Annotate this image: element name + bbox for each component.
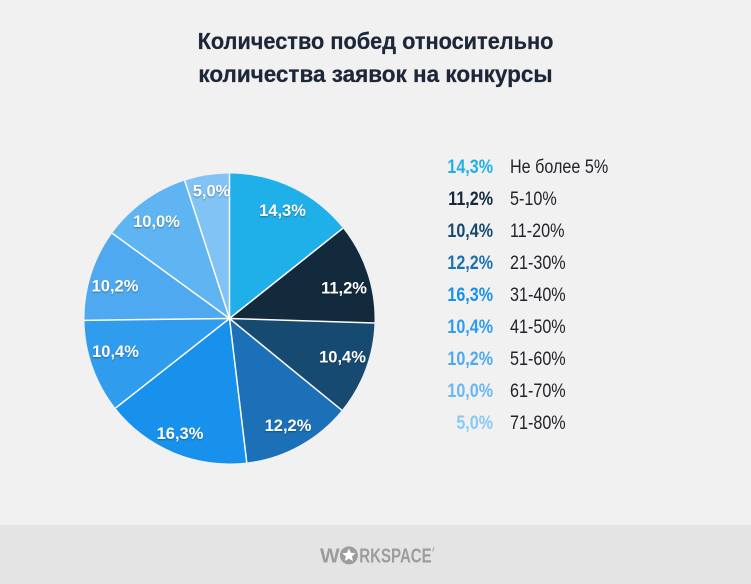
svg-text:W: W: [320, 545, 340, 568]
svg-text:10,2%: 10,2%: [92, 278, 139, 296]
svg-text:12,2%: 12,2%: [265, 417, 312, 435]
svg-text:11,2%: 11,2%: [321, 280, 367, 298]
svg-text:14,3%: 14,3%: [259, 202, 306, 220]
svg-text:10,4%: 10,4%: [92, 343, 139, 361]
svg-text:10,0%: 10,0%: [133, 213, 180, 231]
svg-text:10,4%: 10,4%: [319, 349, 366, 367]
svg-text:16,3%: 16,3%: [157, 425, 204, 443]
svg-text:RKSPACE: RKSPACE: [359, 545, 431, 568]
svg-text:5,0%: 5,0%: [193, 183, 231, 201]
